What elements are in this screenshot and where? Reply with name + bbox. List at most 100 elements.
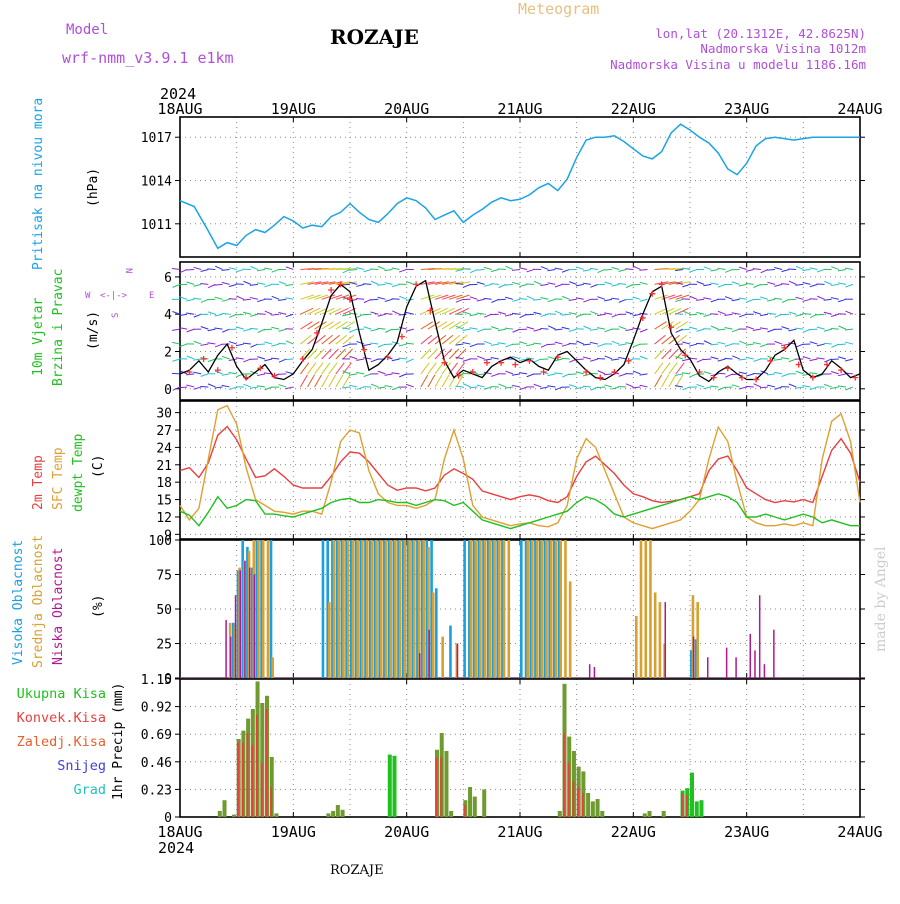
wind-arrow xyxy=(576,359,584,360)
wind-arrow xyxy=(208,284,215,287)
wind-arrow xyxy=(739,298,747,299)
wind-arrow xyxy=(435,375,442,387)
cloud-bar xyxy=(371,540,374,678)
wind-arrow xyxy=(399,344,407,346)
cloud-bar xyxy=(441,637,444,678)
wind-arrow xyxy=(392,359,400,361)
wind-arrow xyxy=(272,296,279,299)
wind-arrow xyxy=(385,283,393,285)
wind-arrow xyxy=(576,298,584,299)
wind-arrow xyxy=(286,267,294,270)
precip-bar xyxy=(218,811,222,817)
wind-arrow xyxy=(208,329,216,331)
wind-arrow xyxy=(711,326,718,329)
wind-arrow xyxy=(533,299,541,300)
compass-arrows-h: <-|-> xyxy=(100,291,128,301)
wind-arrow xyxy=(385,386,393,387)
day-label-bottom: 23AUG xyxy=(724,823,769,841)
precip-bar xyxy=(242,743,244,817)
wind-arrow xyxy=(725,269,732,272)
wind-arrow xyxy=(803,283,811,285)
wind-arrow xyxy=(371,359,378,362)
wind-arrow xyxy=(753,312,761,315)
wind-arrow xyxy=(222,282,230,284)
wind-obs-marker xyxy=(512,362,518,368)
wind-arrow xyxy=(767,299,775,301)
wind-ylabel: 10m Vjetar xyxy=(31,298,46,376)
wind-arrow xyxy=(590,359,598,361)
wind-arrow xyxy=(569,299,577,300)
wind-arrow xyxy=(491,327,499,330)
cloud-bar xyxy=(759,595,761,678)
wind-arrow xyxy=(597,387,605,388)
panels: 1011101410170246912151821242730025507510… xyxy=(141,117,865,826)
wind-arrow xyxy=(286,341,293,344)
cloud-bar xyxy=(352,540,355,678)
wind-arrow xyxy=(555,387,562,390)
wind-arrow xyxy=(662,308,675,314)
wind-arrow xyxy=(484,298,492,299)
wind-arrow xyxy=(562,296,569,299)
wind-arrow xyxy=(477,374,485,375)
wind-arrow xyxy=(604,282,612,284)
wind-arrow xyxy=(385,314,393,315)
precip-legend-item: Zaledj.Kisa xyxy=(17,734,106,750)
wind-arrow xyxy=(193,284,201,286)
wind-obs-marker xyxy=(300,356,306,362)
wind-arrow xyxy=(789,312,797,314)
wind-arrow xyxy=(250,328,258,329)
wind-arrow xyxy=(640,385,648,387)
wind-arrow xyxy=(258,329,265,332)
wind-arrow xyxy=(257,283,265,285)
wind-arrow xyxy=(569,343,577,344)
wind-arrow xyxy=(590,342,598,344)
wind-arrow xyxy=(484,284,492,286)
wind-arrow xyxy=(187,329,195,332)
wind-arrow xyxy=(810,329,818,330)
wind-arrow xyxy=(229,342,237,344)
wind-arrow xyxy=(315,375,322,387)
wind-arrow xyxy=(222,356,230,359)
y-tick-label: 0.92 xyxy=(141,701,172,716)
model-name: wrf-nmm_v3.9.1 e1km xyxy=(62,49,234,67)
wind-arrow xyxy=(449,308,462,314)
wind-arrow xyxy=(704,372,712,374)
wind-arrow xyxy=(392,284,400,286)
wind-arrow xyxy=(597,314,605,315)
cloud-bar xyxy=(707,657,709,678)
wind-arrow xyxy=(540,284,548,285)
wind-arrow xyxy=(576,314,584,317)
wind-arrow xyxy=(463,384,470,387)
wind-arrow xyxy=(725,374,732,377)
cloud-bar xyxy=(399,540,402,678)
wind-arrow xyxy=(569,374,577,375)
year-label-bottom: 2024 xyxy=(158,839,194,857)
wind-arrow xyxy=(796,266,803,269)
precip-bar xyxy=(261,763,263,817)
wind-arrow xyxy=(463,359,471,361)
wind-arrow xyxy=(271,344,279,346)
temp-ylabel-sfc: SFC Temp xyxy=(51,447,66,510)
wind-arrow xyxy=(173,284,180,287)
wind-arrow xyxy=(264,359,272,361)
wind-arrow xyxy=(810,342,818,344)
wind-arrow xyxy=(810,373,818,374)
wind-arrow xyxy=(370,343,378,344)
precip-bar xyxy=(468,787,472,817)
wind-arrow xyxy=(421,322,433,329)
wind-arrow xyxy=(378,314,386,316)
y-tick-label: 6 xyxy=(164,271,172,286)
cloud-bar xyxy=(545,540,548,678)
cloud-bar xyxy=(322,540,325,678)
wind-obs-marker xyxy=(484,360,490,366)
wind-arrow xyxy=(682,373,690,374)
wind-arrow xyxy=(300,308,313,314)
wind-arrow xyxy=(739,341,746,344)
precip-bar xyxy=(331,811,335,817)
wind-arrow xyxy=(336,363,344,374)
precip-bar xyxy=(681,793,683,817)
precip-bar xyxy=(690,773,694,817)
cloud-bar xyxy=(474,540,477,678)
